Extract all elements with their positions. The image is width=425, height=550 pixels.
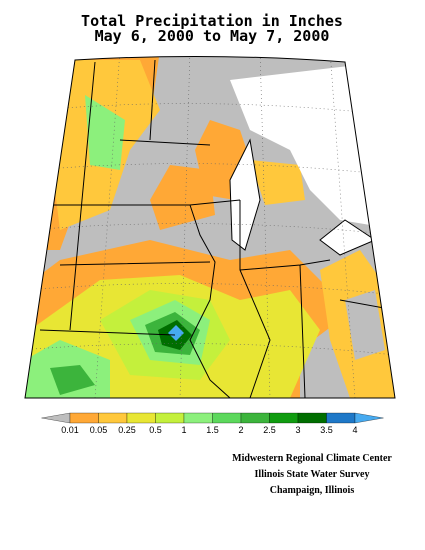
legend: 0.01 0.05 0.25 0.5 1 1.5 2 2.5 3 3.5 4 bbox=[41, 412, 384, 435]
legend-swatch bbox=[69, 412, 99, 424]
map-frame bbox=[24, 55, 396, 399]
legend-label: 0.01 bbox=[61, 425, 79, 435]
legend-label: 1.5 bbox=[206, 425, 219, 435]
legend-swatch bbox=[183, 412, 213, 424]
legend-swatch bbox=[212, 412, 242, 424]
legend-swatch bbox=[41, 412, 71, 424]
legend-label: 3 bbox=[295, 425, 300, 435]
legend-label: 3.5 bbox=[320, 425, 333, 435]
legend-label: 0.5 bbox=[149, 425, 162, 435]
legend-label: 2 bbox=[238, 425, 243, 435]
credit: Midwestern Regional Climate Center bbox=[232, 453, 392, 464]
subtitle: May 6, 2000 to May 7, 2000 bbox=[95, 27, 330, 45]
legend-swatch bbox=[297, 412, 327, 424]
legend-swatch bbox=[269, 412, 299, 424]
legend-label: 2.5 bbox=[263, 425, 276, 435]
title: Total Precipitation in Inches bbox=[81, 12, 343, 30]
map bbox=[25, 56, 395, 398]
legend-swatch bbox=[98, 412, 128, 424]
legend-label: 1 bbox=[181, 425, 186, 435]
legend-label: 0.25 bbox=[118, 425, 136, 435]
legend-swatch bbox=[354, 412, 384, 424]
legend-swatch bbox=[326, 412, 356, 424]
legend-swatch bbox=[155, 412, 185, 424]
legend-swatch bbox=[126, 412, 156, 424]
credit: Champaign, Illinois bbox=[270, 485, 355, 496]
legend-swatch bbox=[240, 412, 270, 424]
legend-label: 0.05 bbox=[90, 425, 108, 435]
credit: Illinois State Water Survey bbox=[255, 469, 370, 480]
legend-label: 4 bbox=[352, 425, 357, 435]
